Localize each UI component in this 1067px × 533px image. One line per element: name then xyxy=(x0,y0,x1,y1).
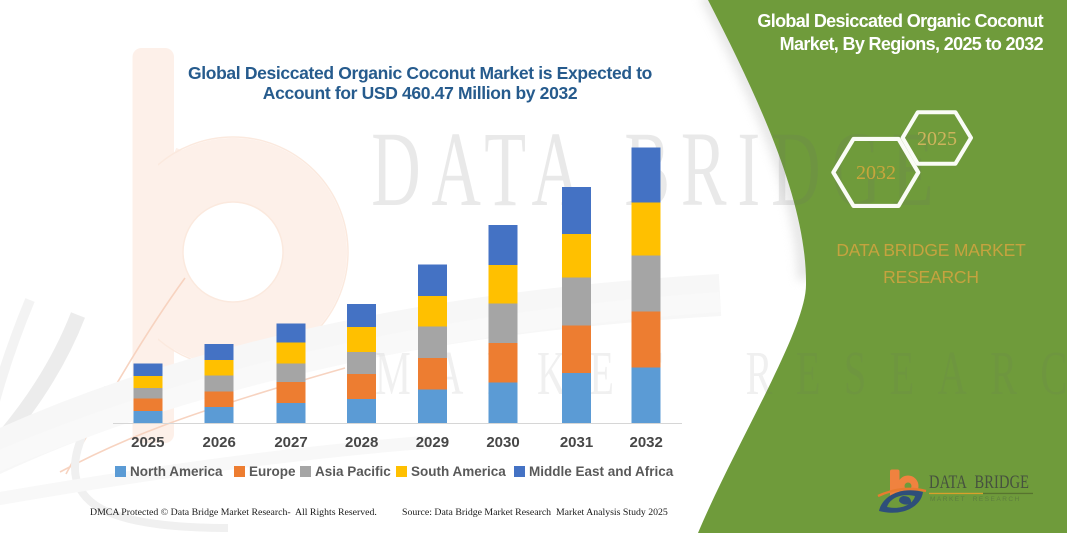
svg-text:MARKET RESEARCH: MARKET RESEARCH xyxy=(375,339,1067,408)
